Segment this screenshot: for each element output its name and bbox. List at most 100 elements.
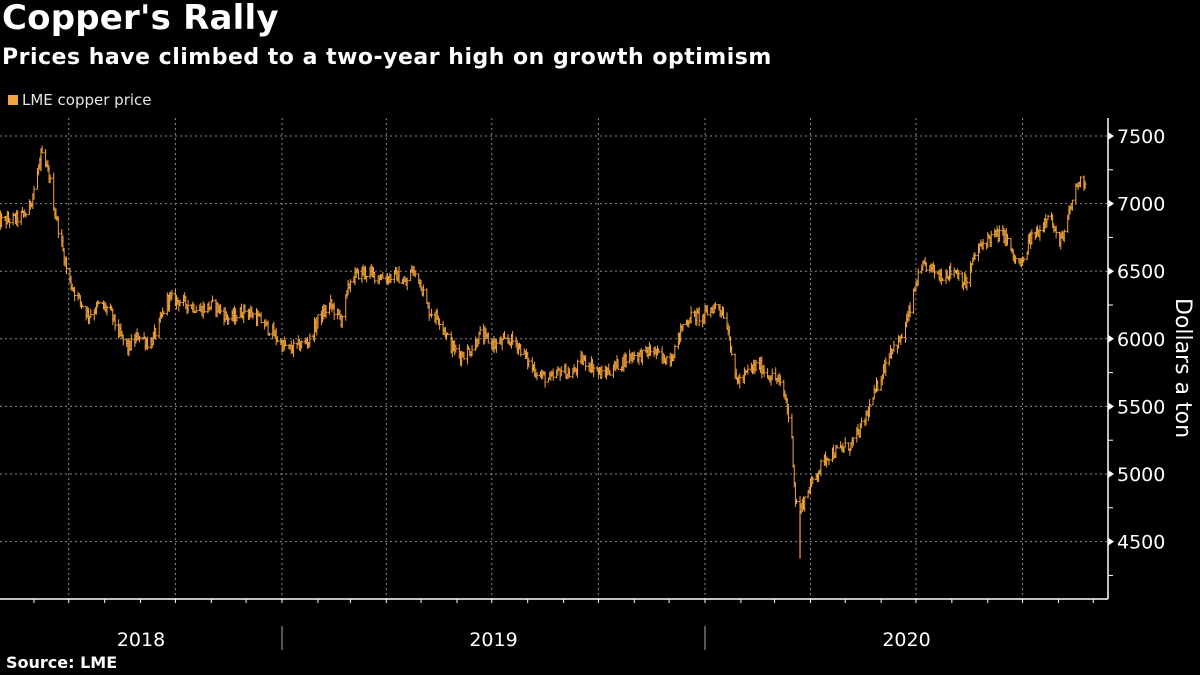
price-bar: [827, 458, 831, 466]
legend-label: LME copper price: [22, 91, 152, 109]
price-bar: [819, 459, 823, 477]
price-bar: [421, 284, 425, 297]
price-bar: [186, 299, 190, 314]
price-bar: [576, 359, 580, 378]
price-bar: [89, 308, 93, 318]
price-bar: [235, 314, 239, 322]
price-bar: [689, 306, 693, 324]
axes: 4500 5000 5500 6000 6500 7000 7500 2018 2019 2020: [0, 118, 1165, 651]
price-bar: [251, 312, 255, 320]
price-bar: [616, 359, 620, 370]
price-bar: [292, 339, 296, 358]
price-bar: [803, 496, 807, 512]
chart-title: Copper's Rally: [2, 0, 279, 38]
x-year-label: 2020: [882, 629, 930, 651]
price-bar: [811, 476, 815, 485]
price-bar: [348, 279, 352, 293]
y-axis-title: Dollars a ton: [1170, 298, 1195, 438]
price-bar: [657, 348, 661, 354]
price-bar: [243, 304, 247, 314]
price-bar: [494, 339, 498, 353]
price-bar: [790, 413, 794, 439]
price-bar: [0, 212, 4, 228]
price-bar: [786, 403, 790, 423]
price-bar: [97, 301, 101, 305]
price-bar: [227, 316, 231, 325]
price-bar: [1030, 229, 1034, 245]
price-bar: [1062, 229, 1066, 243]
price-bar: [121, 334, 125, 346]
price-bar: [981, 238, 985, 251]
y-tick: [1108, 402, 1114, 411]
price-bar: [1038, 225, 1042, 241]
price-bar: [511, 330, 515, 345]
price-bar: [413, 270, 417, 278]
price-bar: [738, 373, 742, 389]
price-bar: [965, 276, 969, 291]
price-bar: [503, 331, 507, 339]
price-bar: [559, 366, 563, 377]
price-bar: [324, 304, 328, 319]
price-bar: [52, 172, 56, 211]
y-tick: [1108, 132, 1114, 140]
price-bar: [941, 277, 945, 281]
price-bar: [32, 185, 36, 200]
legend: LME copper price: [8, 91, 152, 109]
price-bar: [1046, 214, 1050, 221]
price-bar: [300, 340, 304, 349]
y-tick: [1108, 267, 1114, 276]
price-bar: [762, 364, 766, 378]
price-bar: [113, 314, 117, 331]
price-bar: [697, 306, 701, 327]
price-bar: [438, 318, 442, 330]
price-bar: [640, 349, 644, 365]
price-bar: [876, 380, 880, 392]
price-bar: [178, 299, 182, 306]
price-bar: [429, 308, 433, 318]
y-tick-label: 7000: [1117, 194, 1165, 216]
price-bar: [332, 302, 336, 320]
price-bar: [8, 218, 12, 229]
price-bar: [154, 327, 158, 340]
price-bar: [373, 272, 377, 284]
price-bar: [795, 498, 799, 504]
price-bar: [162, 311, 166, 315]
price-bar: [478, 325, 482, 335]
price-bar: [1014, 255, 1018, 265]
price-bar: [81, 304, 85, 308]
price-bar: [275, 336, 279, 343]
y-tick: [1108, 537, 1114, 546]
price-bar: [713, 302, 717, 310]
price-bar: [259, 312, 263, 324]
price-bar: [1070, 199, 1074, 211]
price-bar: [949, 262, 953, 280]
price-bar: [1078, 176, 1082, 188]
price-bar: [592, 364, 596, 378]
price-bar: [912, 288, 916, 314]
price-bar: [681, 323, 685, 331]
price-bar: [170, 289, 174, 301]
price-bar: [283, 340, 287, 347]
price-bar: [389, 274, 393, 284]
price-bar: [267, 332, 271, 337]
price-bar: [137, 335, 141, 343]
price-bar: [425, 288, 429, 304]
price-bar: [219, 303, 223, 315]
price-bar: [705, 305, 709, 316]
price-bar: [778, 374, 782, 387]
price-bar: [462, 351, 466, 360]
price-bar: [632, 351, 636, 360]
price-bar: [1005, 233, 1009, 246]
price-bar: [340, 315, 344, 329]
price-bar: [446, 332, 450, 336]
price-bar: [40, 145, 44, 154]
price-bar: [673, 344, 677, 359]
price-bar: [210, 295, 214, 303]
price-bar: [356, 269, 360, 280]
price-bar: [129, 334, 133, 351]
chart-subtitle: Prices have climbed to a two-year high o…: [2, 45, 772, 70]
price-bar: [624, 353, 628, 368]
price-bar: [900, 333, 904, 339]
price-bar: [932, 264, 936, 279]
price-bar: [665, 356, 669, 365]
